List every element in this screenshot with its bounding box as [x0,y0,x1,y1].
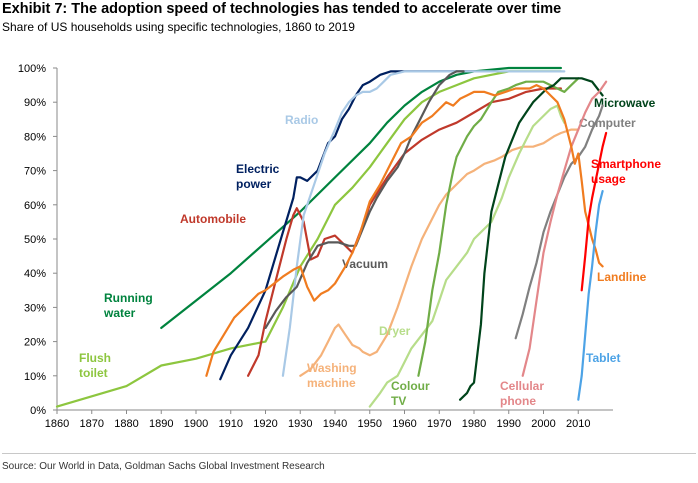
series-label-flush-toilet: Flush toilet [79,351,111,380]
y-tick-label: 10% [24,371,46,383]
y-tick-label: 90% [24,97,46,109]
series-washing-machine: Washing machine [299,128,580,390]
series-label-line: Smartphone [591,157,661,171]
series-label-radio: Radio [285,113,318,127]
x-tick-label: 1880 [114,418,138,430]
series-label-tablet: Tablet [586,351,620,365]
series-label-line: Tablet [586,351,620,365]
series-label-smartphone-usage: Smartphone usage [591,157,661,186]
series-label-line: phone [500,394,536,408]
series-label-cellular-phone: Cellular phone [500,379,544,408]
x-tick-label: 1960 [392,418,416,430]
series-smartphone-usage: Smartphone usage [580,131,661,292]
series-label-colour-tv: Colour TV [391,379,430,408]
series-label-line: water [103,306,136,320]
series-line-tablet [577,190,604,401]
series-line-colour-tv [417,77,580,377]
series-automobile: Automobile [180,87,562,377]
series-label-dryer: Dryer [379,324,411,338]
series-label-running-water: Running water [103,291,153,320]
series-label-line: machine [307,376,356,390]
x-tick-label: 1860 [45,418,69,430]
series-label-line: Flush [79,351,111,365]
x-tick-label: 1870 [80,418,104,430]
series-label-line: TV [391,394,406,408]
series-cellular-phone: Cellular phone [500,80,608,408]
x-tick-label: 1930 [288,418,312,430]
series-line-landline [205,84,604,377]
y-tick-label: 30% [24,302,46,314]
x-tick-label: 1990 [497,418,521,430]
series-label-electric-power: Electric power [236,162,280,191]
y-tick-label: 40% [24,268,46,280]
series-label-microwave: Microwave [594,96,656,110]
series-line-vacuum [264,70,465,329]
x-tick-label: 2000 [531,418,555,430]
y-tick-label: 0% [30,405,46,417]
source-note: Source: Our World in Data, Goldman Sachs… [2,461,325,472]
series-label-line: Cellular [500,379,544,393]
series-line-dryer [368,104,566,408]
chart-subtitle: Share of US households using specific te… [2,20,355,34]
series-microwave: Microwave [459,77,656,401]
series-label-line: Dryer [379,324,411,338]
series-label-line: Computer [579,116,636,130]
series-tablet: Tablet [577,190,620,401]
series-line-electric-power [219,70,476,381]
x-tick-label: 1970 [427,418,451,430]
series-vacuum: Vacuum [264,70,465,329]
series-line-microwave [459,77,604,401]
series-landline: Landline [205,84,647,377]
series-label-line: Colour [391,379,430,393]
x-tick-label: 1910 [219,418,243,430]
y-tick-label: 100% [18,63,46,75]
x-tick-label: 1890 [149,418,173,430]
y-tick-label: 60% [24,200,46,212]
x-tick-label: 1980 [462,418,486,430]
series-label-washing-machine: Washing machine [307,361,357,390]
series-label-computer: Computer [579,116,636,130]
series-label-line: Running [104,291,153,305]
series-line-running-water [160,66,562,329]
series-line-computer [514,104,604,340]
x-tick-label: 1920 [253,418,277,430]
series-label-landline: Landline [597,270,647,284]
series-line-washing-machine [299,128,580,377]
series-label-line: Landline [597,270,647,284]
series-dryer: Dryer [368,104,566,408]
series-label-line: Microwave [594,96,656,110]
x-tick-label: 2010 [566,418,590,430]
series-running-water: Running water [103,66,562,329]
series-line-cellular-phone [521,80,608,377]
series-line-flush-toilet [55,70,562,408]
x-tick-label: 1940 [323,418,347,430]
series-flush-toilet: Flush toilet [55,70,562,408]
series-label-vacuum: Vacuum [342,257,388,271]
series-label-line: Vacuum [342,257,388,271]
y-tick-label: 70% [24,166,46,178]
series-label-line: usage [591,172,626,186]
y-tick-label: 50% [24,234,46,246]
series-label-line: toilet [79,366,108,380]
x-tick-label: 1900 [184,418,208,430]
series-computer: Computer [514,104,636,340]
footer-divider [2,453,696,454]
series-label-line: Radio [285,113,318,127]
chart-title: Exhibit 7: The adoption speed of technol… [2,1,562,17]
y-tick-label: 20% [24,337,46,349]
series-line-smartphone-usage [580,131,608,292]
adoption-line-chart: 0% 10% 20% 30% 40% 50% 60% 70% 80% 90% 100% 1860 187… [18,63,661,430]
series-label-line: Electric [236,162,280,176]
series-label-line: power [236,177,272,191]
series-label-line: Washing [307,361,357,375]
series-label-line: Automobile [180,212,246,226]
x-tick-label: 1950 [358,418,382,430]
y-tick-label: 80% [24,131,46,143]
series-label-automobile: Automobile [180,212,246,226]
series-electric-power: Electric power [219,70,476,381]
series-colour-tv: Colour TV [391,77,580,408]
